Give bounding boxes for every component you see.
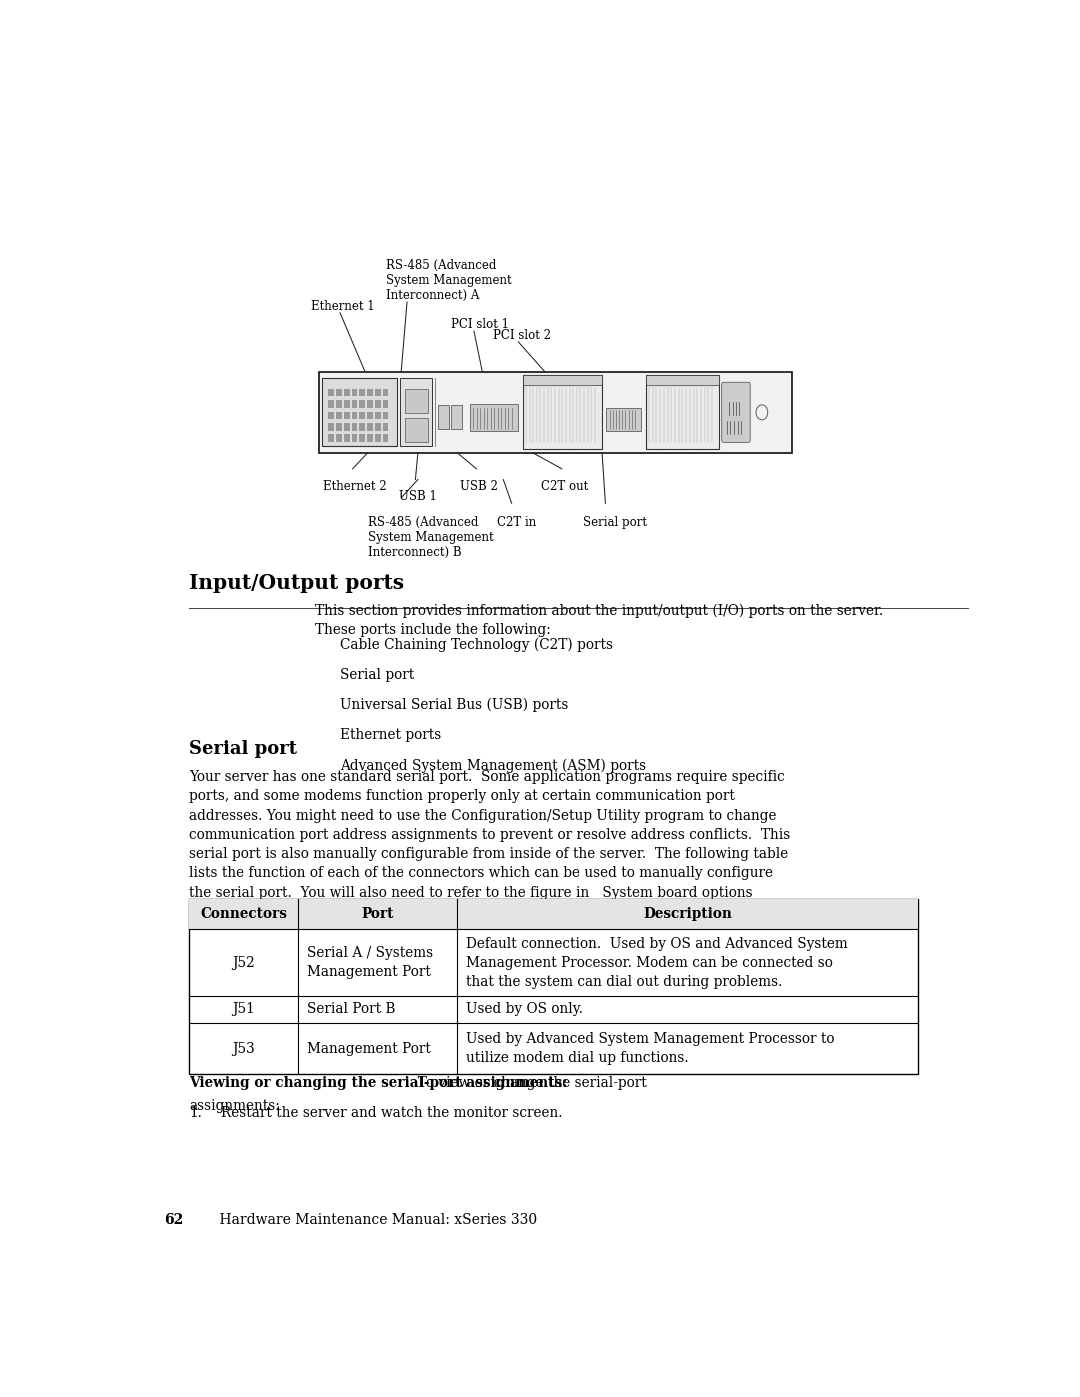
Text: Used by OS only.: Used by OS only. [465, 1003, 582, 1017]
Bar [382, 400, 389, 408]
Bar [343, 412, 350, 419]
Bar [320, 372, 792, 453]
Bar [401, 379, 432, 446]
Text: This section provides information about the input/output (I/O) ports on the serv: This section provides information about … [315, 604, 883, 637]
Text: J52: J52 [232, 956, 255, 970]
Text: Serial port: Serial port [189, 740, 297, 759]
Text: Ethernet 2: Ethernet 2 [323, 479, 387, 493]
Bar [438, 405, 449, 429]
Bar [405, 390, 428, 414]
Text: Management Port: Management Port [307, 1042, 431, 1056]
Bar [336, 388, 342, 397]
Bar [382, 423, 389, 430]
Bar [375, 423, 380, 430]
Bar [646, 376, 719, 386]
Text: 1.: 1. [189, 1105, 202, 1119]
Text: Description: Description [643, 907, 732, 921]
Text: Advanced System Management (ASM) ports: Advanced System Management (ASM) ports [340, 759, 646, 773]
Bar [328, 423, 334, 430]
Bar [336, 412, 342, 419]
Text: Cable Chaining Technology (C2T) ports: Cable Chaining Technology (C2T) ports [340, 637, 613, 652]
Bar [322, 379, 397, 446]
Bar [375, 434, 380, 441]
Bar [375, 400, 380, 408]
Bar [343, 388, 350, 397]
Bar [328, 400, 334, 408]
Bar [343, 400, 350, 408]
Text: C2T in: C2T in [497, 515, 536, 529]
Bar [343, 434, 350, 441]
Text: Serial port: Serial port [583, 515, 647, 529]
Bar [523, 376, 602, 386]
Text: Viewing or changing the serial-port assignments:: Viewing or changing the serial-port assi… [189, 1076, 568, 1090]
Bar [367, 434, 373, 441]
Bar [367, 423, 373, 430]
Bar [328, 434, 334, 441]
Text: Serial port: Serial port [340, 668, 415, 682]
Text: assignments:: assignments: [189, 1099, 280, 1113]
Bar [382, 434, 389, 441]
Bar [360, 434, 365, 441]
Text: Default connection.  Used by OS and Advanced System
Management Processor. Modem : Default connection. Used by OS and Advan… [465, 936, 848, 989]
Text: Universal Serial Bus (USB) ports: Universal Serial Bus (USB) ports [340, 698, 568, 712]
Bar [352, 423, 357, 430]
Text: Input/Output ports: Input/Output ports [189, 573, 405, 594]
Text: PCI slot 2: PCI slot 2 [494, 328, 551, 342]
Bar [189, 900, 918, 1074]
Bar [382, 388, 389, 397]
Bar [352, 400, 357, 408]
Text: Ethernet ports: Ethernet ports [340, 728, 442, 742]
Bar [343, 423, 350, 430]
Bar [360, 423, 365, 430]
Text: Serial A / Systems
Management Port: Serial A / Systems Management Port [307, 946, 433, 979]
Bar [523, 376, 602, 450]
Bar [352, 434, 357, 441]
Text: J53: J53 [232, 1042, 255, 1056]
Text: USB 2: USB 2 [460, 479, 498, 493]
Bar [367, 412, 373, 419]
Bar [336, 423, 342, 430]
Bar [360, 388, 365, 397]
Bar [375, 388, 380, 397]
Bar [470, 404, 518, 432]
Text: Hardware Maintenance Manual: xSeries 330: Hardware Maintenance Manual: xSeries 330 [202, 1213, 537, 1227]
Text: 62: 62 [164, 1213, 184, 1227]
Text: PCI slot 1: PCI slot 1 [451, 319, 510, 331]
Bar [352, 412, 357, 419]
Bar [336, 400, 342, 408]
Text: RS-485 (Advanced
System Management
Interconnect) B: RS-485 (Advanced System Management Inter… [367, 515, 494, 559]
Text: Used by Advanced System Management Processor to
utilize modem dial up functions.: Used by Advanced System Management Proce… [465, 1032, 834, 1065]
Text: Your server has one standard serial port.  Some application programs require spe: Your server has one standard serial port… [189, 770, 791, 919]
Text: Connectors: Connectors [201, 907, 287, 921]
Bar [367, 400, 373, 408]
Bar [646, 376, 719, 450]
Text: Serial Port B: Serial Port B [307, 1003, 395, 1017]
FancyBboxPatch shape [721, 383, 751, 443]
Bar [328, 388, 334, 397]
Bar [328, 412, 334, 419]
Bar [360, 412, 365, 419]
Bar [606, 408, 642, 432]
Text: Restart the server and watch the monitor screen.: Restart the server and watch the monitor… [221, 1105, 563, 1119]
Text: Ethernet 1: Ethernet 1 [311, 300, 375, 313]
Text: C2T out: C2T out [541, 479, 589, 493]
Bar [405, 418, 428, 441]
Bar [189, 900, 918, 929]
Text: Port: Port [362, 907, 394, 921]
Text: J51: J51 [232, 1003, 255, 1017]
Bar [360, 400, 365, 408]
Text: To view or change the serial-port: To view or change the serial-port [408, 1076, 646, 1090]
Text: RS-485 (Advanced
System Management
Interconnect) A: RS-485 (Advanced System Management Inter… [387, 258, 512, 302]
Bar [352, 388, 357, 397]
Bar [375, 412, 380, 419]
Text: USB 1: USB 1 [399, 490, 436, 503]
Bar [336, 434, 342, 441]
Bar [382, 412, 389, 419]
Bar [367, 388, 373, 397]
Bar [451, 405, 462, 429]
